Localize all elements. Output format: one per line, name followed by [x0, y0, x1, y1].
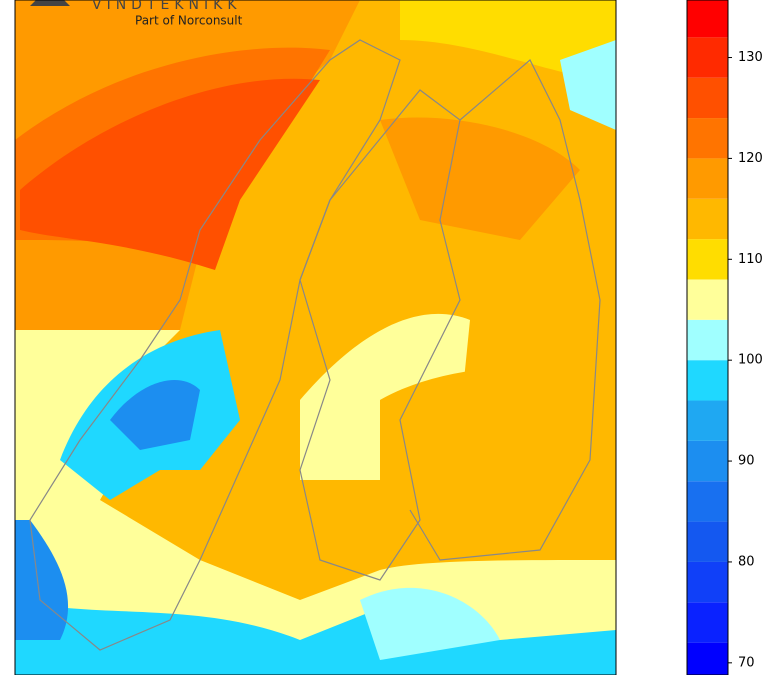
colorbar-tick-label: 100 [738, 353, 763, 368]
colorbar-band [687, 279, 728, 320]
colorbar-tick-label: 130 [738, 50, 763, 65]
colorbar-band [687, 602, 728, 643]
wind-map [15, 0, 616, 675]
colorbar-band [687, 561, 728, 603]
colorbar-tick-label: 90 [738, 454, 755, 469]
colorbar-band [687, 77, 728, 119]
colorbar-band [687, 0, 728, 38]
colorbar-band [687, 400, 728, 441]
colorbar-band [687, 440, 728, 482]
colorbar: 70 80 90 100 110 120 130 [686, 0, 763, 679]
colorbar-band [687, 521, 728, 562]
colorbar-band [687, 319, 728, 361]
colorbar-band [687, 198, 728, 240]
colorbar-band [687, 481, 728, 522]
logo-name: VINDTEKNIKK [92, 0, 242, 13]
colorbar-band [687, 37, 728, 78]
colorbar-band [687, 158, 728, 199]
colorbar-band [687, 360, 728, 401]
colorbar-tick-label: 110 [738, 252, 763, 267]
colorbar-band [687, 642, 728, 679]
colorbar-band [687, 118, 728, 159]
logo-tagline: Part of Norconsult [135, 14, 243, 28]
colorbar-tick-label: 120 [738, 151, 763, 166]
colorbar-band [687, 239, 728, 280]
colorbar-tick-label: 80 [738, 554, 755, 569]
colorbar-tick-label: 70 [738, 655, 755, 670]
